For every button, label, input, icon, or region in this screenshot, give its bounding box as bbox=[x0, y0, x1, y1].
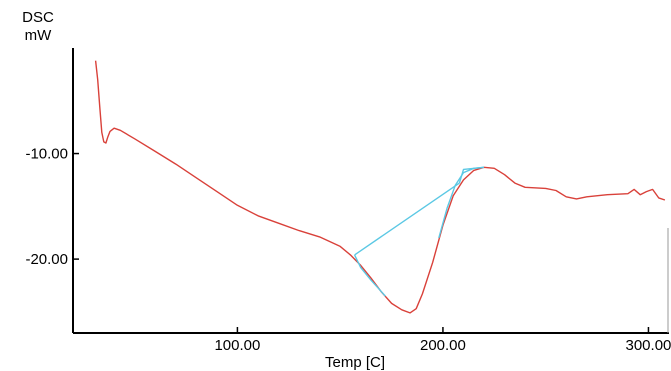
baseline-fit-line bbox=[458, 166, 485, 184]
dsc-curve bbox=[94, 60, 666, 314]
y-tick-label: -20.00 bbox=[25, 251, 68, 268]
baseline-fit-line bbox=[353, 254, 386, 297]
y-tick-label: -10.00 bbox=[25, 146, 68, 163]
y-axis-unit: mW bbox=[25, 27, 52, 44]
x-tick-label: 100.00 bbox=[214, 337, 260, 354]
x-tick-label: 200.00 bbox=[420, 337, 466, 354]
x-tick-label: 300.00 bbox=[626, 337, 671, 354]
plot-area: 100.00 200.00 300.00 -10.00 -20.00 bbox=[25, 48, 671, 354]
y-axis-title: DSC bbox=[22, 9, 54, 26]
x-axis-title: Temp [C] bbox=[325, 354, 385, 371]
baseline-fit-line bbox=[354, 182, 460, 256]
